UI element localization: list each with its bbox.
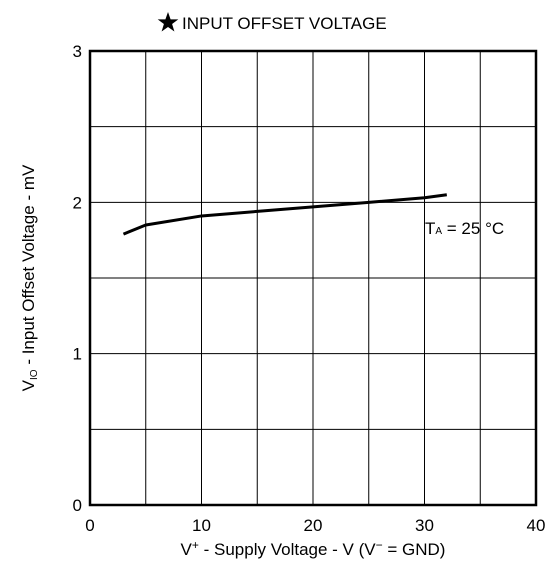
series-line: [122, 193, 448, 236]
x-tick-label: 10: [192, 516, 211, 535]
plot-frame: [88, 49, 538, 507]
x-tick-label: 40: [527, 516, 546, 535]
x-axis-label: V+ - Supply Voltage - V (V− = GND): [181, 538, 446, 559]
x-tick-label: 20: [304, 516, 323, 535]
y-tick-label: 2: [73, 193, 82, 212]
y-tick-label: 3: [73, 42, 82, 61]
temperature-annotation: TA = 25 °C: [425, 219, 504, 238]
y-tick-labels: 0 1 2 3: [73, 42, 82, 515]
y-axis-label: VIO - Input Offset Voltage - mV: [19, 164, 40, 391]
x-tick-label: 0: [85, 516, 94, 535]
series-layer: [122, 193, 448, 236]
x-tick-labels: 0 10 20 30 40: [85, 516, 545, 535]
grid: [90, 51, 536, 505]
x-tick-label: 30: [415, 516, 434, 535]
chart-title-group: INPUT OFFSET VOLTAGE: [157, 12, 387, 33]
y-tick-label: 1: [73, 345, 82, 364]
y-tick-label: 0: [73, 496, 82, 515]
star-icon: [157, 12, 179, 32]
chart-title: INPUT OFFSET VOLTAGE: [182, 14, 387, 33]
